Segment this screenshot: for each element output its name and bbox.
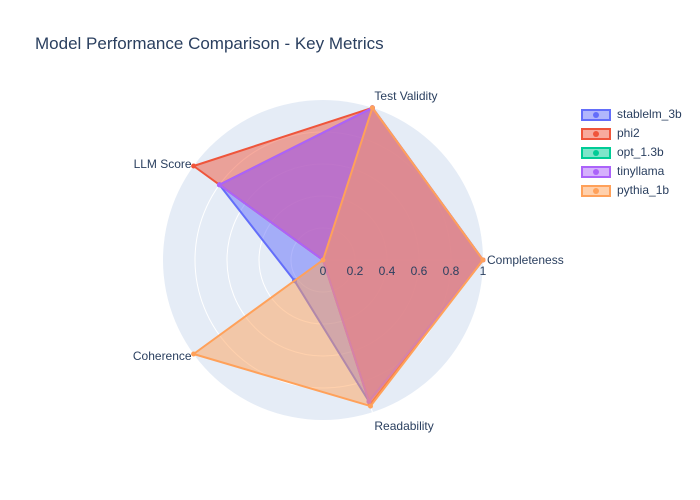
- axis-label: Readability: [374, 419, 433, 433]
- legend-swatch: [581, 128, 611, 140]
- data-point: [216, 182, 222, 188]
- legend-item[interactable]: opt_1.3b: [580, 144, 690, 163]
- data-point: [191, 351, 197, 357]
- tick-label: 0.4: [379, 264, 396, 278]
- legend-item[interactable]: stablelm_3b: [580, 106, 690, 125]
- legend-label: phi2: [617, 126, 640, 140]
- series-layer: [191, 105, 486, 409]
- legend-label: tinyllama: [617, 164, 665, 178]
- legend-item[interactable]: phi2: [580, 125, 690, 144]
- legend-swatch: [581, 109, 611, 121]
- legend-label: stablelm_3b: [617, 107, 682, 121]
- tick-label: 0.8: [443, 264, 460, 278]
- tick-label: 0.2: [347, 264, 364, 278]
- legend-label: opt_1.3b: [617, 145, 664, 159]
- data-point: [191, 163, 197, 169]
- axis-label: LLM Score: [134, 157, 192, 171]
- tick-label: 0.6: [411, 264, 428, 278]
- legend-item[interactable]: pythia_1b: [580, 182, 690, 201]
- series-pythia_1b: [191, 105, 486, 409]
- data-point: [368, 403, 373, 409]
- legend-swatch: [581, 147, 611, 159]
- axis-label: Completeness: [487, 253, 564, 267]
- chart-title: Model Performance Comparison - Key Metri…: [35, 34, 384, 53]
- legend-swatch: [581, 166, 611, 178]
- tick-label: 1: [480, 264, 487, 278]
- legend-label: pythia_1b: [617, 183, 670, 197]
- legend-item[interactable]: tinyllama: [580, 163, 690, 182]
- legend: stablelm_3b phi2 opt_1.3b tinyllama pythia_1…: [580, 106, 690, 201]
- legend-swatch: [581, 185, 611, 197]
- data-point: [320, 257, 326, 263]
- tick-label: 0: [320, 264, 327, 278]
- axis-label: Coherence: [133, 349, 192, 363]
- data-point: [480, 257, 486, 263]
- axis-label: Test Validity: [374, 89, 437, 103]
- series-area-pythia_1b: [192, 106, 484, 408]
- axis-labels: Completeness Test Validity LLM Score Cohere…: [133, 89, 564, 433]
- data-point: [369, 105, 375, 111]
